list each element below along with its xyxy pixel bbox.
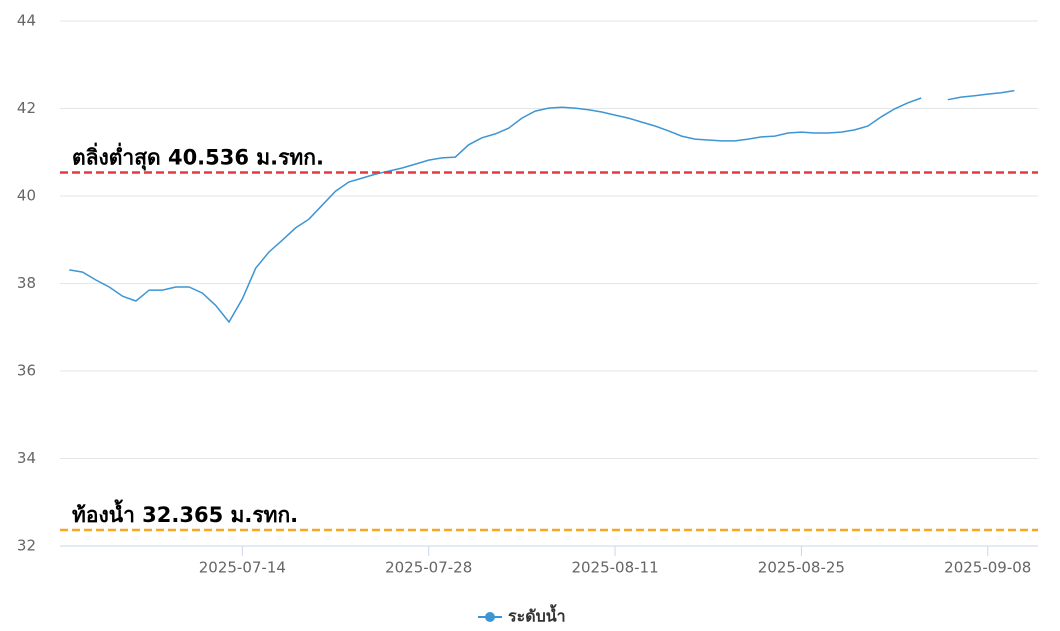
x-tick-label: 2025-08-25: [758, 559, 845, 577]
x-tick-label: 2025-08-11: [571, 559, 658, 577]
reference-label: ตลิ่งต่ำสุด 40.536 ม.รทก.: [72, 142, 324, 172]
y-tick-label: 44: [17, 12, 36, 30]
y-tick-label: 38: [17, 274, 36, 292]
y-tick-label: 32: [17, 537, 36, 555]
x-tick-label: 2025-07-14: [199, 559, 286, 577]
series-line: [69, 97, 922, 324]
x-tick-label: 2025-09-08: [944, 559, 1031, 577]
y-tick-label: 36: [17, 362, 36, 380]
reference-label: ท้องน้ำ 32.365 ม.รทก.: [72, 499, 298, 527]
y-tick-label: 42: [17, 99, 36, 117]
y-tick-label: 40: [17, 187, 36, 205]
y-tick-label: 34: [17, 449, 36, 467]
x-tick-label: 2025-07-28: [385, 559, 472, 577]
series-line: [947, 89, 1015, 101]
legend-label[interactable]: ระดับน้ำ: [508, 604, 566, 626]
legend-marker: [485, 612, 495, 622]
